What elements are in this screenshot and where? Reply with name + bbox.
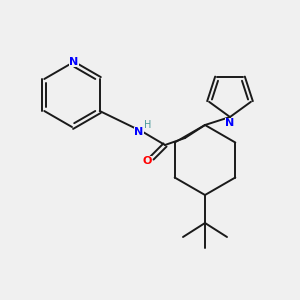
Text: O: O — [142, 156, 152, 166]
Text: N: N — [134, 127, 144, 137]
Text: N: N — [69, 57, 79, 67]
Text: N: N — [225, 118, 235, 128]
Text: H: H — [144, 120, 152, 130]
